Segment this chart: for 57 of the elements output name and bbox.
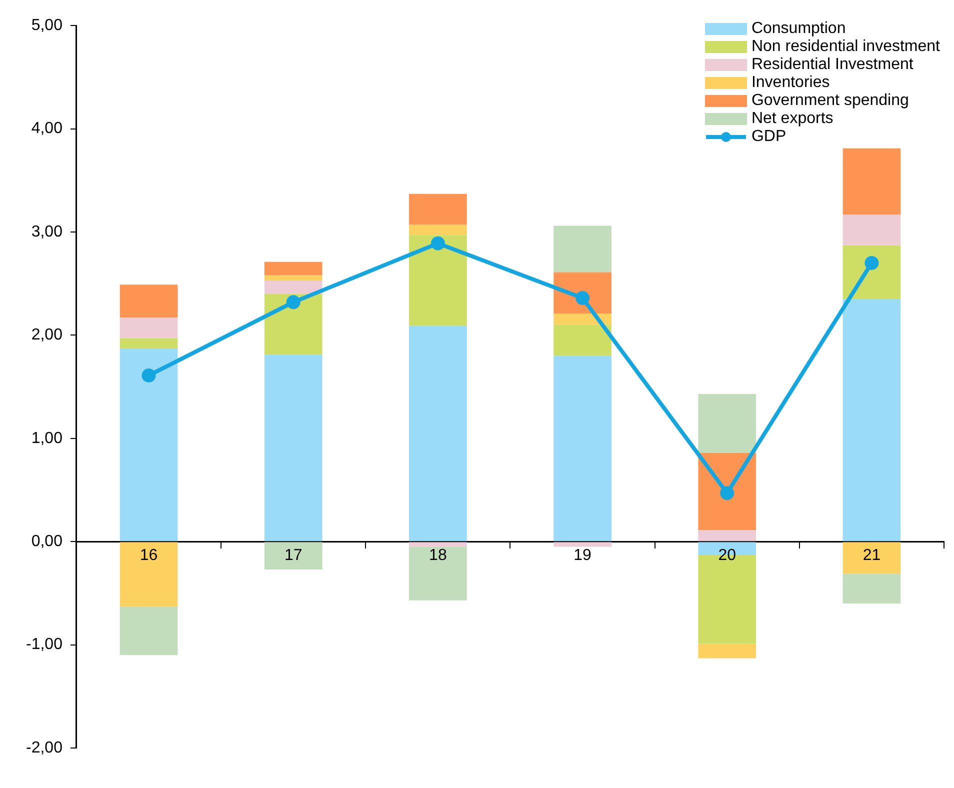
bar [554, 314, 612, 325]
x-tick-label: 18 [429, 547, 447, 564]
point [864, 256, 879, 270]
point [430, 236, 445, 250]
y-tick-label: 3,00 [31, 223, 63, 240]
bar [842, 574, 901, 604]
bar [264, 262, 322, 276]
bar [264, 354, 322, 542]
y-tick-label: -2,00 [26, 739, 63, 756]
bar [120, 284, 178, 318]
bar [409, 224, 467, 236]
legend-label: Non residential investment [751, 38, 940, 56]
x-tick-label: 21 [862, 547, 881, 564]
bar [554, 324, 612, 356]
bar [698, 644, 756, 658]
bar [409, 542, 467, 547]
bar [120, 606, 178, 656]
bar [554, 356, 612, 542]
bar [264, 542, 322, 570]
bar [409, 194, 467, 225]
bar [120, 348, 178, 542]
bar [264, 280, 322, 294]
bar [698, 394, 756, 453]
bar [409, 235, 467, 326]
point [286, 295, 300, 310]
point [142, 368, 156, 382]
y-tick-label: 1,00 [31, 430, 63, 447]
bar [409, 546, 467, 600]
x-tick-label: 16 [140, 547, 158, 564]
bar [120, 338, 178, 349]
y-tick-label: 5,00 [31, 17, 63, 34]
y-tick-label: -1,00 [26, 636, 63, 654]
bar [264, 275, 322, 281]
y-tick-label: 4,00 [31, 120, 63, 138]
bar [842, 148, 901, 214]
legend-label: Government spending [751, 92, 909, 110]
bar [698, 530, 756, 542]
bar [842, 299, 901, 542]
bar [409, 326, 467, 542]
x-tick-label: 19 [574, 547, 592, 564]
bar [842, 214, 901, 246]
legend-label: Inventories [751, 74, 830, 92]
legend-label: Residential Investment [751, 56, 914, 74]
y-tick-label: 0,00 [31, 533, 63, 550]
bar [842, 542, 901, 574]
legend-label: GDP [751, 128, 786, 146]
bar [264, 294, 322, 355]
legend-label: Net exports [751, 110, 834, 128]
bar [842, 245, 901, 300]
bar [120, 542, 178, 607]
legend-label: Consumption [751, 20, 846, 38]
point [720, 486, 734, 500]
bar [554, 542, 612, 547]
x-tick-label: 17 [284, 547, 302, 564]
y-tick-label: 2,00 [31, 326, 63, 344]
bar [554, 226, 612, 272]
bar [120, 318, 178, 338]
